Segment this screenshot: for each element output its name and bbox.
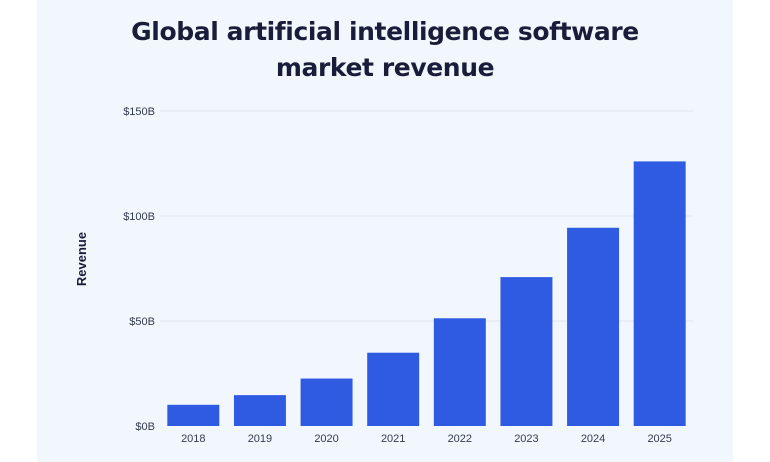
y-tick-label: $50B	[129, 316, 155, 328]
bar-2019	[233, 395, 286, 426]
x-tick-label: 2023	[514, 433, 538, 445]
y-axis-title: Revenue	[74, 232, 89, 286]
bar-2024	[567, 227, 620, 426]
chart-title: Global artificial intelligence software …	[0, 14, 770, 86]
x-tick-label: 2024	[581, 433, 605, 445]
bar-2025	[633, 161, 686, 426]
y-tick-label: $100B	[123, 211, 155, 223]
chart-title-line-1: Global artificial intelligence software	[131, 17, 639, 46]
bar-2020	[300, 378, 353, 426]
x-tick-label: 2025	[647, 433, 671, 445]
bar-2022	[433, 318, 486, 426]
x-tick-label: 2018	[181, 433, 205, 445]
bars	[167, 161, 686, 426]
y-tick-label: $0B	[135, 421, 155, 433]
bar-2021	[367, 352, 420, 426]
bar-2023	[500, 277, 553, 426]
y-tick-label: $150B	[123, 106, 155, 118]
x-tick-label: 2020	[314, 433, 338, 445]
x-tick-label: 2021	[381, 433, 405, 445]
x-tick-label: 2022	[448, 433, 472, 445]
y-axis-ticks: $0B $50B $100B $150B	[123, 106, 155, 433]
chart-title-line-2: market revenue	[275, 53, 495, 82]
bar-2018	[167, 404, 220, 426]
x-tick-label: 2019	[248, 433, 272, 445]
x-axis-ticks: 2018 2019 2020 2021 2022 2023 2024 2025	[181, 433, 672, 445]
